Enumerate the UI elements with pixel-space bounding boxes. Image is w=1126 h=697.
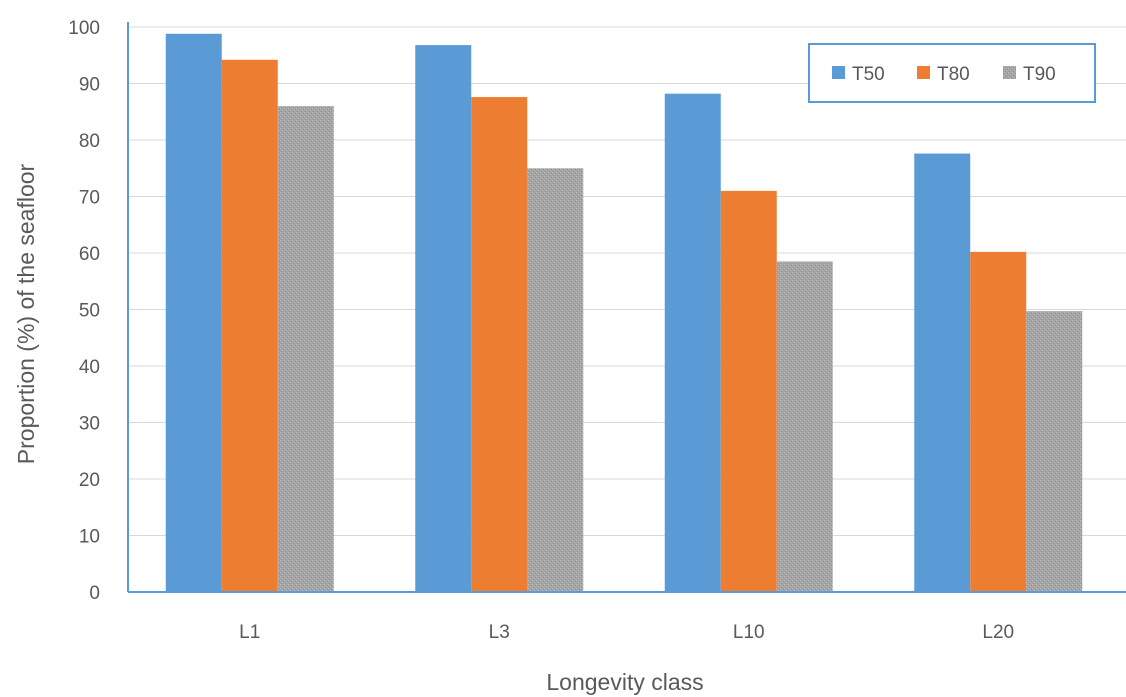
legend-swatch-t90 (1003, 66, 1016, 79)
y-tick-labels: 0 10 20 30 40 50 60 70 80 90 100 (68, 18, 100, 604)
y-tick-label: 70 (79, 188, 100, 209)
x-axis-title: Longevity class (546, 669, 703, 695)
bar-t50-l10 (664, 93, 721, 593)
bar-t50-l20 (914, 153, 971, 592)
bar-t90-l20 (1026, 311, 1083, 592)
y-tick-label: 50 (79, 301, 100, 322)
x-tick-label: L3 (489, 622, 510, 643)
legend-label-t50: T50 (852, 64, 885, 85)
bar-t80-l3 (471, 97, 528, 592)
y-axis-title: Proportion (%) of the seafloor (13, 163, 39, 464)
bar-t80-l20 (970, 251, 1027, 592)
y-tick-label: 10 (79, 527, 100, 548)
x-tick-label: L10 (733, 622, 765, 643)
bars (165, 33, 1083, 593)
bar-t90-l3 (527, 168, 584, 592)
legend-label-t80: T80 (937, 64, 970, 85)
y-tick-label: 90 (79, 75, 100, 96)
bar-t90-l1 (277, 106, 334, 592)
y-tick-label: 60 (79, 244, 100, 265)
legend-swatch-t50 (832, 66, 845, 79)
bar-t50-l3 (415, 45, 472, 592)
legend: T50 T80 T90 (808, 43, 1096, 103)
legend-frame (808, 43, 1096, 103)
bar-t80-l10 (720, 190, 777, 592)
bar-t80-l1 (221, 59, 278, 592)
y-tick-label: 20 (79, 470, 100, 491)
bar-t50-l1 (165, 33, 222, 592)
x-tick-labels: L1 L3 L10 L20 (239, 622, 1014, 643)
y-tick-label: 0 (89, 583, 100, 604)
axes (127, 22, 1126, 593)
legend-swatch-t80 (917, 66, 930, 79)
x-tick-label: L1 (239, 622, 260, 643)
legend-label-t90: T90 (1023, 64, 1056, 85)
y-tick-label: 100 (68, 18, 100, 39)
y-tick-label: 80 (79, 131, 100, 152)
bar-t90-l10 (776, 261, 833, 592)
x-tick-label: L20 (982, 622, 1014, 643)
y-tick-label: 40 (79, 357, 100, 378)
y-tick-label: 30 (79, 414, 100, 435)
legend-items: T50 T80 T90 (832, 64, 1056, 85)
